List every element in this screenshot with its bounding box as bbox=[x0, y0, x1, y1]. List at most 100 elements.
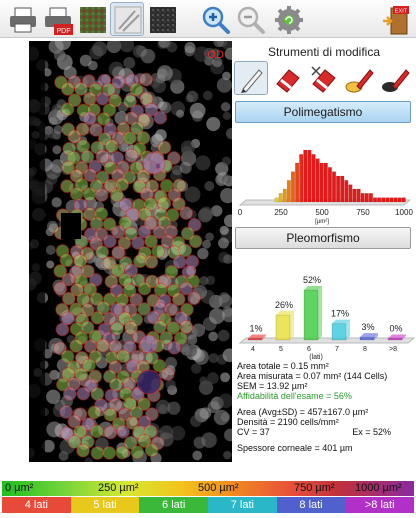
histogram-bar bbox=[274, 197, 279, 203]
add-cell-tool-button[interactable] bbox=[342, 61, 376, 95]
histogram-bar bbox=[348, 184, 353, 203]
histogram-bar bbox=[356, 188, 361, 203]
histogram-bar bbox=[373, 197, 377, 203]
pleomorphism-chart: 1% 4 26% 5 52% 6 17% 7 3% 8 0% >8 (lati) bbox=[238, 275, 416, 361]
histogram-bar bbox=[377, 197, 382, 203]
pen-tool-button[interactable] bbox=[234, 61, 268, 95]
histogram-bar bbox=[364, 193, 369, 203]
edit-tools bbox=[234, 61, 414, 97]
histogram-bar bbox=[278, 193, 283, 203]
tools-title: Strumenti di modifica bbox=[267, 45, 381, 59]
zoom-in-icon bbox=[202, 6, 230, 34]
stat-area-avg: Area (Avg±SD) = 457±167.0 µm² bbox=[237, 407, 369, 417]
histogram-bar bbox=[315, 158, 320, 203]
legend-side-cell: 4 lati bbox=[2, 497, 71, 513]
category-label: 8 bbox=[363, 346, 367, 353]
legend-side-cell: 8 lati bbox=[276, 497, 346, 513]
x-axis-label: [µm²] bbox=[315, 219, 329, 225]
eye-label: OD bbox=[207, 49, 225, 61]
histogram-bar bbox=[401, 197, 406, 203]
legend-area-label: 750 µm² bbox=[294, 482, 335, 494]
eraser-icon bbox=[276, 69, 300, 93]
image-outline-icon bbox=[114, 6, 142, 34]
legend-area-label: 500 µm² bbox=[198, 482, 239, 494]
remove-cell-icon bbox=[382, 69, 410, 92]
legend-side-cell: 7 lati bbox=[208, 497, 277, 513]
eraser-tool-button[interactable] bbox=[270, 61, 304, 95]
pleomorphism-bar bbox=[387, 334, 406, 341]
zoom-out-button[interactable] bbox=[233, 2, 267, 36]
polymegathism-chart: 0 250 500 750 1000 [µm²] bbox=[238, 149, 413, 225]
bar-value-label: 17% bbox=[331, 309, 349, 319]
sides-color-legend: 4 lati 5 lati 6 lati 7 lati 8 lati >8 la… bbox=[2, 497, 415, 513]
legend-area-label: 1000 µm² bbox=[355, 482, 402, 494]
pdf-badge-text: PDF bbox=[57, 28, 71, 35]
stat-ex: Ex = 52% bbox=[352, 427, 391, 437]
toolbar: PDF bbox=[0, 0, 416, 38]
add-cell-icon bbox=[345, 69, 374, 93]
category-label: >8 bbox=[389, 346, 397, 353]
pen-icon bbox=[241, 69, 263, 93]
pleomorphism-button[interactable]: Pleomorfismo bbox=[235, 227, 411, 249]
category-label: 6 bbox=[307, 346, 311, 353]
cell-overlay bbox=[29, 41, 232, 462]
histogram-bar bbox=[393, 197, 398, 203]
stat-reliability: Affidabilità dell'esame = 56% bbox=[237, 391, 352, 401]
exit-button[interactable]: EXIT bbox=[378, 2, 412, 36]
bar-value-label: 0% bbox=[389, 324, 402, 334]
histogram-bar bbox=[336, 175, 341, 203]
bar-value-label: 26% bbox=[275, 300, 293, 310]
image-original-icon bbox=[80, 7, 106, 33]
histogram-bar bbox=[327, 167, 332, 203]
legend-side-cell: 5 lati bbox=[70, 497, 140, 513]
eraser-cross-tool-button[interactable] bbox=[306, 61, 340, 95]
pleomorphism-bar bbox=[303, 286, 322, 341]
histogram-bar bbox=[282, 188, 287, 203]
histogram-bar bbox=[286, 180, 291, 203]
legend-area-label: 0 µm² bbox=[5, 482, 34, 494]
histogram-bar bbox=[303, 149, 308, 203]
pleomorphism-bar bbox=[359, 333, 378, 341]
histogram-bar bbox=[299, 154, 304, 203]
exit-door-icon: EXIT bbox=[383, 6, 409, 35]
legend-side-cell: 6 lati bbox=[139, 497, 209, 513]
stat-density: Densità = 2190 cells/mm² bbox=[237, 417, 339, 427]
pdf-export-icon: PDF bbox=[45, 7, 73, 35]
histogram-bar bbox=[332, 171, 336, 203]
x-tick-label: 1000 bbox=[395, 208, 413, 217]
pleomorphism-bar bbox=[275, 311, 294, 341]
stat-area-total: Area totale = 0.15 mm² bbox=[237, 361, 329, 371]
zoom-out-icon bbox=[237, 6, 265, 34]
histogram-bar bbox=[291, 171, 295, 203]
pdf-export-button[interactable]: PDF bbox=[40, 2, 74, 36]
histogram-bar bbox=[360, 193, 365, 203]
view-outline-button[interactable] bbox=[110, 2, 144, 36]
exit-badge-text: EXIT bbox=[395, 9, 408, 15]
stat-cv: CV = 37 bbox=[237, 427, 270, 437]
histogram-bar bbox=[397, 197, 402, 203]
view-dark-button[interactable] bbox=[145, 2, 179, 36]
statistics-panel: Area totale = 0.15 mm² Area misurata = 0… bbox=[237, 361, 415, 453]
endothelium-image[interactable]: OD bbox=[29, 41, 232, 462]
histogram-bar bbox=[352, 188, 357, 203]
stat-thickness: Spessore corneale = 401 µm bbox=[237, 443, 353, 453]
histogram-bar bbox=[368, 193, 373, 203]
category-label: 7 bbox=[335, 346, 339, 353]
zoom-in-button[interactable] bbox=[198, 2, 232, 36]
x-tick-label: 750 bbox=[356, 208, 370, 217]
legend-area-label: 250 µm² bbox=[98, 482, 139, 494]
remove-cell-tool-button[interactable] bbox=[378, 61, 412, 95]
view-original-button[interactable] bbox=[75, 2, 109, 36]
area-color-legend: 0 µm² 250 µm² 500 µm² 750 µm² 1000 µm² bbox=[2, 481, 414, 496]
pleomorphism-bar bbox=[247, 334, 266, 341]
bar-value-label: 3% bbox=[361, 322, 374, 332]
histogram-bar bbox=[311, 154, 316, 203]
histogram-bar bbox=[323, 162, 328, 203]
print-button[interactable] bbox=[5, 2, 39, 36]
image-dark-icon bbox=[150, 7, 176, 33]
category-label: 5 bbox=[279, 346, 283, 353]
print-icon bbox=[10, 7, 36, 33]
right-panel: Strumenti di modifica bbox=[232, 41, 416, 462]
settings-button[interactable] bbox=[271, 2, 305, 36]
polymegathism-button[interactable]: Polimegatismo bbox=[235, 101, 411, 123]
